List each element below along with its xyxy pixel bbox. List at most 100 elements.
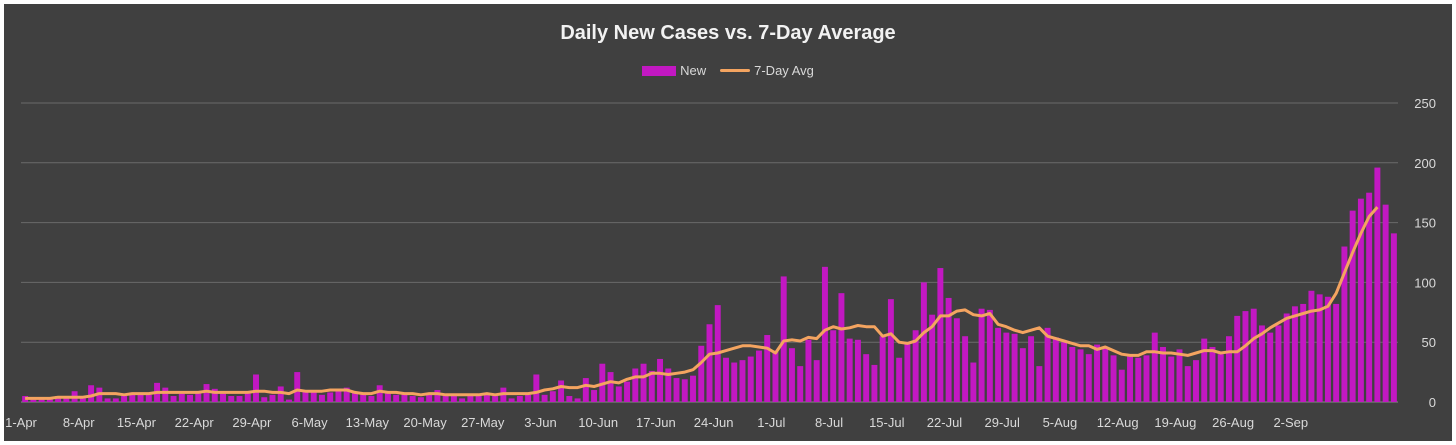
bar-new xyxy=(220,393,226,402)
bar-new xyxy=(731,362,738,402)
bar-new xyxy=(137,393,144,402)
bar-new xyxy=(838,293,845,402)
bar-new xyxy=(112,398,119,402)
bar-new xyxy=(269,394,276,402)
bar-new xyxy=(1390,233,1397,402)
bar-new xyxy=(1019,348,1026,402)
bar-new xyxy=(162,387,169,402)
legend-item-avg: 7-Day Avg xyxy=(720,63,814,78)
x-tick-label: 2-Sep xyxy=(1273,415,1308,430)
bar-new xyxy=(1234,315,1241,402)
legend-label-avg: 7-Day Avg xyxy=(754,63,814,78)
bar-new xyxy=(1160,346,1166,402)
bar-new xyxy=(904,343,911,402)
y-tick-label: 200 xyxy=(1414,156,1436,171)
bar-new xyxy=(920,282,927,402)
bar-new xyxy=(549,391,556,402)
bar-new xyxy=(1193,360,1199,402)
bar-new xyxy=(681,379,688,402)
bar-new xyxy=(1036,366,1043,402)
bar-new xyxy=(459,398,466,402)
y-tick-label: 0 xyxy=(1429,395,1436,410)
bar-new xyxy=(772,350,779,402)
bar-new xyxy=(945,297,952,402)
bar-new xyxy=(821,266,828,402)
bar-new xyxy=(508,398,515,402)
bar-new xyxy=(1085,354,1092,402)
bar-new xyxy=(615,386,622,402)
bar-new xyxy=(1225,336,1232,402)
bar-new xyxy=(335,390,342,402)
bar-new xyxy=(673,378,680,402)
bar-new xyxy=(780,276,787,402)
bar-new xyxy=(1250,308,1257,402)
bar-new xyxy=(302,390,309,402)
bar-new xyxy=(574,398,581,402)
bar-new xyxy=(104,398,111,402)
bar-new xyxy=(294,372,301,402)
bar-new xyxy=(401,393,408,402)
bar-new xyxy=(1044,327,1051,402)
bar-new xyxy=(516,396,523,402)
bar-new xyxy=(1366,192,1373,402)
bar-new xyxy=(1209,346,1216,402)
bar-new xyxy=(343,387,350,402)
bar-new xyxy=(854,339,861,402)
x-tick-label: 5-Aug xyxy=(1043,415,1078,430)
bar-new xyxy=(1069,346,1076,402)
x-tick-label: 17-Jun xyxy=(636,415,676,430)
bar-new xyxy=(1143,355,1150,402)
bar-new xyxy=(648,370,655,402)
bar-new xyxy=(739,360,746,402)
bar-new xyxy=(830,330,837,402)
legend-swatch-avg xyxy=(720,69,751,72)
bar-new xyxy=(747,356,754,402)
bar-new xyxy=(1052,337,1059,402)
x-tick-label: 26-Aug xyxy=(1212,415,1254,430)
bar-new xyxy=(591,390,598,402)
bar-new xyxy=(896,357,903,402)
bar-new xyxy=(277,386,284,402)
bar-new xyxy=(467,396,474,402)
bar-new xyxy=(310,392,317,402)
bar-new xyxy=(1267,332,1274,402)
x-tick-label: 15-Jul xyxy=(869,415,905,430)
bar-new xyxy=(929,314,936,402)
bar-new xyxy=(393,394,400,402)
bar-new xyxy=(846,338,853,402)
x-tick-label: 8-Jul xyxy=(815,415,843,430)
bar-new xyxy=(995,327,1002,402)
bar-new xyxy=(665,368,672,402)
bar-new xyxy=(813,360,820,402)
bar-new xyxy=(657,358,663,402)
bar-new xyxy=(384,392,391,402)
bar-new xyxy=(1283,313,1290,402)
bar-new xyxy=(582,378,589,402)
bar-new xyxy=(533,374,540,402)
y-tick-label: 250 xyxy=(1414,96,1436,111)
bar-new xyxy=(417,397,424,402)
bar-new xyxy=(690,375,696,402)
bar-new xyxy=(1333,303,1340,402)
bar-new xyxy=(211,388,218,402)
bar-new xyxy=(558,380,565,402)
y-tick-label: 150 xyxy=(1414,216,1436,231)
chart-title: Daily New Cases vs. 7-Day Average xyxy=(560,22,896,44)
bar-new xyxy=(1242,311,1249,402)
bar-new xyxy=(195,392,202,402)
bar-new xyxy=(986,309,993,402)
bar-new xyxy=(706,324,713,402)
bar-new xyxy=(475,394,482,402)
legend-item-new: New xyxy=(642,63,706,78)
bar-new xyxy=(170,396,177,402)
bar-new xyxy=(970,362,977,402)
bar-new xyxy=(261,397,268,402)
bar-new xyxy=(1102,348,1109,402)
bar-new xyxy=(871,364,878,402)
bar-new xyxy=(640,363,647,402)
x-tick-label: 13-May xyxy=(346,415,390,430)
bar-new xyxy=(286,399,292,402)
bar-new xyxy=(1341,246,1348,402)
bar-new xyxy=(887,299,894,402)
x-tick-label: 15-Apr xyxy=(117,415,157,430)
